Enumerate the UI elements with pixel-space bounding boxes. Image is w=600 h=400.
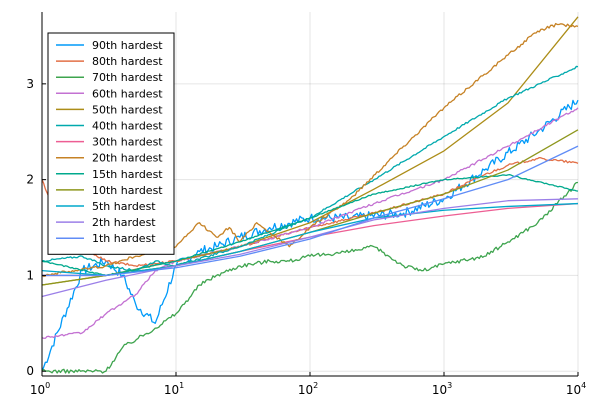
x-tick-base: 10 [298,383,313,397]
x-tick-label: 100 [30,381,50,397]
x-tick-label: 104 [566,381,586,397]
x-tick-base: 10 [30,383,45,397]
y-axis-ticks: 0 1 2 3 [26,77,46,378]
series-line-12 [41,198,579,298]
legend-label: 5th hardest [92,200,156,213]
legend-entry: 30th hardest [56,136,163,149]
legend: 90th hardest 80th hardest 70th hardest 60th… [47,32,175,255]
legend-label: 70th hardest [92,71,163,84]
x-tick-base: 10 [432,383,447,397]
x-tick-exponent: 3 [447,381,452,390]
y-tick-label: 3 [26,77,34,91]
legend-entry: 70th hardest [56,71,163,84]
legend-label: 2th hardest [92,216,156,229]
legend-label: 50th hardest [92,103,163,116]
y-tick-label: 0 [26,364,34,378]
legend-entry: 90th hardest [56,39,163,52]
x-tick-base: 10 [164,383,179,397]
legend-entry: 15th hardest [56,168,163,181]
legend-label: 20th hardest [92,152,163,165]
legend-entry: 20th hardest [56,152,163,165]
x-tick-exponent: 1 [179,381,184,390]
legend-label: 15th hardest [92,168,163,181]
x-tick-exponent: 0 [45,381,50,390]
series-line-3 [41,181,579,374]
series-lines [41,16,579,374]
legend-entry: 80th hardest [56,55,163,68]
y-tick-label: 2 [26,173,34,187]
legend-label: 80th hardest [92,55,163,68]
legend-entry: 60th hardest [56,87,163,100]
legend-entry: 10th hardest [56,184,163,197]
legend-label: 1th hardest [92,232,156,245]
legend-label: 40th hardest [92,120,163,133]
x-tick-label: 101 [164,381,184,397]
legend-entry: 1th hardest [56,232,156,245]
series-line-8 [41,22,579,278]
x-axis-ticks: 100 101 102 103 104 [30,372,586,397]
x-tick-exponent: 4 [581,381,586,390]
legend-label: 60th hardest [92,87,163,100]
legend-entry: 5th hardest [56,200,156,213]
y-tick-label: 1 [26,268,34,282]
legend-label: 30th hardest [92,136,163,149]
x-tick-label: 103 [432,381,452,397]
legend-box [47,32,175,255]
legend-entry: 2th hardest [56,216,156,229]
series-line-13 [42,145,579,277]
legend-label: 90th hardest [92,39,163,52]
legend-entry: 40th hardest [56,120,163,133]
x-tick-label: 102 [298,381,318,397]
legend-entry: 50th hardest [56,103,163,116]
x-tick-base: 10 [566,383,581,397]
legend-label: 10th hardest [92,184,163,197]
x-tick-exponent: 2 [313,381,318,390]
